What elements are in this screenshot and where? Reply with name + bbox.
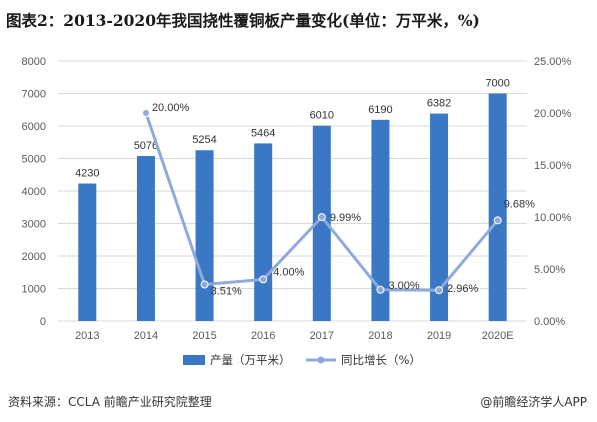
bar-data-label: 7000 (485, 78, 509, 90)
bar (78, 183, 97, 321)
legend-bar-label: 产量（万平米） (210, 353, 291, 367)
y-left-tick-label: 5000 (22, 154, 46, 166)
line-data-label: 2.96% (447, 283, 478, 295)
bar (195, 150, 214, 321)
x-tick-label: 2016 (251, 330, 275, 342)
line-point (493, 216, 502, 225)
y-left-tick-label: 6000 (22, 121, 46, 133)
bar-data-label: 5254 (192, 134, 216, 146)
bar (254, 143, 273, 321)
y-left-tick-label: 0 (40, 316, 46, 328)
legend-line-label: 同比增长（%） (341, 353, 421, 367)
x-tick-label: 2015 (192, 330, 216, 342)
line-data-label: 3.00% (388, 280, 419, 292)
y-left-tick-label: 1000 (22, 284, 46, 296)
line-data-label: 9.99% (330, 212, 361, 224)
line-point (259, 275, 268, 284)
bar-data-label: 6010 (310, 110, 334, 122)
line-data-label: 20.00% (152, 102, 190, 114)
x-tick-label: 2020E (482, 330, 514, 342)
bar-data-label: 6382 (427, 98, 451, 110)
legend-line-marker (317, 356, 325, 364)
bar (312, 125, 331, 321)
y-right-tick-label: 20.00% (534, 108, 572, 120)
bar-data-label: 5464 (251, 127, 275, 139)
x-tick-label: 2018 (368, 330, 392, 342)
line-point (141, 109, 150, 117)
y-right-tick-label: 25.00% (534, 56, 572, 68)
y-left-tick-label: 3000 (22, 219, 46, 231)
x-tick-label: 2014 (134, 330, 158, 342)
bar-data-label: 5076 (134, 140, 158, 152)
line-data-label: 4.00% (273, 266, 304, 278)
bar (371, 119, 390, 321)
bar-data-label: 4230 (75, 168, 99, 180)
y-left-tick-label: 4000 (22, 186, 46, 198)
bar (488, 93, 507, 321)
y-right-tick-label: 5.00% (534, 264, 565, 276)
line-point (317, 213, 326, 222)
line-data-label: 3.51% (211, 285, 242, 297)
y-right-tick-label: 10.00% (534, 212, 572, 224)
y-left-tick-label: 2000 (22, 251, 46, 263)
x-tick-label: 2019 (427, 330, 451, 342)
line-data-label: 9.68% (504, 198, 535, 210)
brand-watermark-text: @前瞻经济学人APP (480, 395, 587, 409)
line-point (200, 280, 209, 289)
source-note: 资料来源：CCLA 前瞻产业研究院整理 (8, 395, 212, 409)
y-right-tick-label: 0.00% (534, 316, 565, 328)
chart-title: 图表2：2013-2020年我国挠性覆铜板产量变化(单位：万平米，%) (6, 11, 480, 30)
line-point (376, 285, 385, 294)
line-point (435, 286, 444, 295)
y-left-tick-label: 8000 (22, 56, 46, 68)
bar (430, 113, 449, 322)
x-tick-label: 2013 (75, 330, 99, 342)
y-left-tick-label: 7000 (22, 89, 46, 101)
bar-data-label: 6190 (368, 104, 392, 116)
bar (136, 156, 155, 321)
x-tick-label: 2017 (310, 330, 334, 342)
y-right-tick-label: 15.00% (534, 160, 572, 172)
legend-bar-swatch (183, 355, 205, 365)
